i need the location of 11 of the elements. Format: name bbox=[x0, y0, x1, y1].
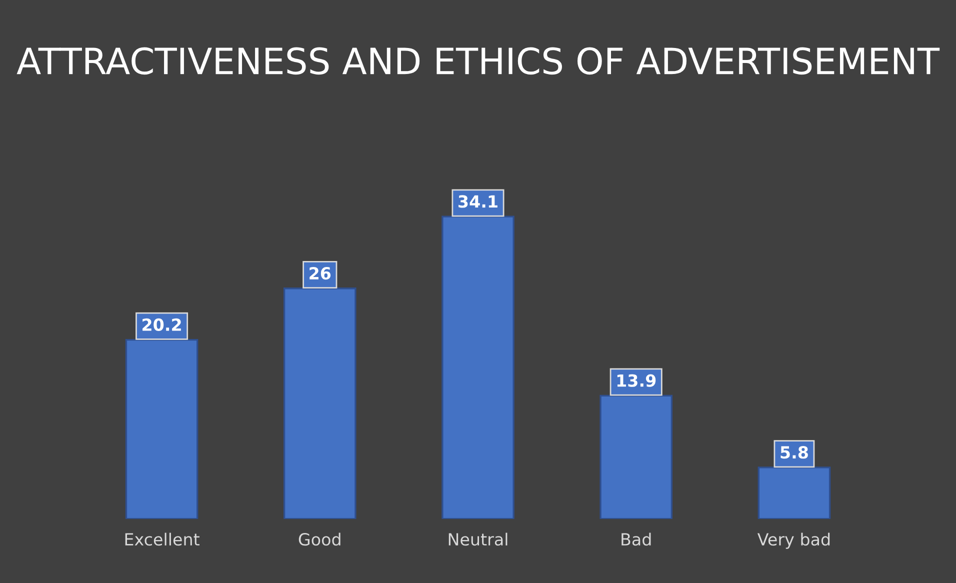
x-tick-label: Neutral bbox=[448, 532, 508, 546]
chart-title: ATTRACTIVENESS AND ETHICS OF ADVERTISEMENT bbox=[16, 47, 940, 75]
data-label: 5.8 bbox=[780, 446, 808, 459]
x-tick-label: Very bad bbox=[757, 532, 830, 549]
x-tick-label: Bad bbox=[622, 532, 651, 546]
data-label: 20.2 bbox=[142, 318, 181, 332]
data-label: 34.1 bbox=[458, 195, 498, 208]
x-tick-label: Good bbox=[298, 532, 340, 546]
x-tick-label: Excellent bbox=[125, 532, 200, 546]
data-label: 13.9 bbox=[617, 374, 656, 387]
data-label: 26 bbox=[310, 266, 331, 280]
